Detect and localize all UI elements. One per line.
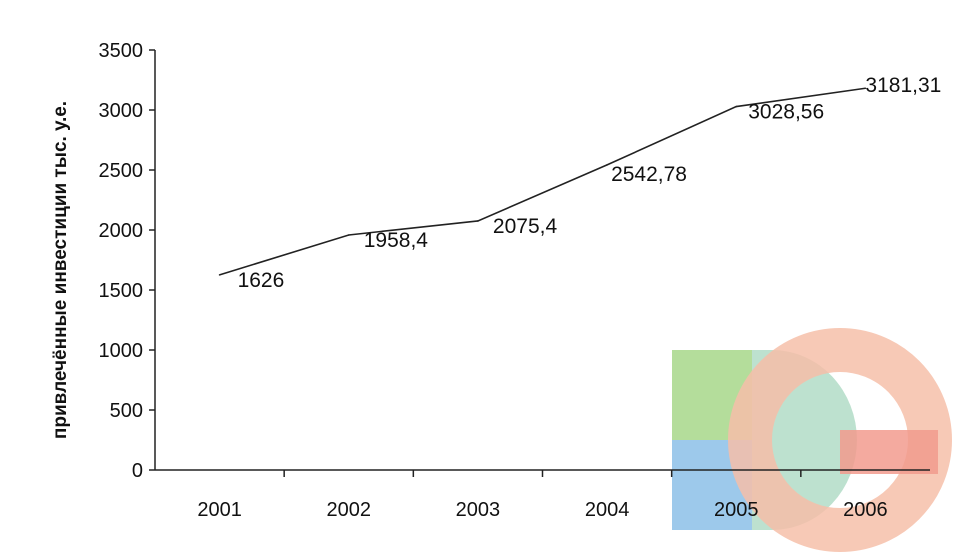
data-label: 1626 [238, 269, 285, 292]
data-point [606, 164, 608, 166]
data-label: 2542,78 [611, 163, 687, 186]
data-label: 3028,56 [748, 101, 824, 124]
x-tick-label: 2003 [456, 499, 501, 521]
data-label: 1958,4 [364, 229, 429, 252]
data-labels: 1626 1958,4 2075,4 2542,78 3028,56 3181,31 [238, 74, 942, 292]
y-tick-label: 1500 [99, 280, 144, 302]
data-point [218, 274, 221, 276]
data-label: 2075,4 [493, 215, 558, 238]
y-ticks: 0 500 1000 1500 2000 2500 3000 3500 [99, 40, 155, 482]
y-tick-label: 2000 [99, 220, 144, 242]
series-group [218, 87, 867, 276]
y-tick-label: 3500 [99, 40, 144, 62]
y-tick-label: 2500 [99, 160, 144, 182]
data-point [347, 234, 350, 236]
y-tick-label: 0 [132, 460, 143, 482]
x-ticks: 2001 2002 2003 2004 2005 2006 [197, 470, 888, 521]
y-tick-label: 3000 [99, 100, 144, 122]
series-line [219, 87, 866, 276]
data-label: 3181,31 [865, 74, 941, 97]
y-tick-label: 1000 [99, 340, 144, 362]
x-tick-label: 2005 [714, 499, 759, 521]
data-point [735, 105, 738, 108]
watermark-logo [672, 328, 952, 552]
y-axis-label: привлечённые инвестиции тыс. у.е. [50, 101, 71, 439]
y-tick-label: 500 [110, 400, 143, 422]
x-tick-label: 2001 [197, 499, 242, 521]
x-tick-label: 2006 [843, 499, 888, 521]
data-point [477, 220, 479, 222]
x-tick-label: 2004 [585, 499, 630, 521]
x-tick-label: 2002 [327, 499, 372, 521]
data-point [864, 87, 867, 90]
